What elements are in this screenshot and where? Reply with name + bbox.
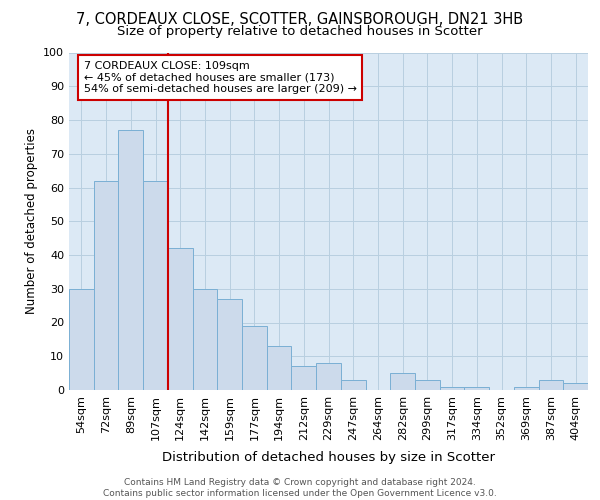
Bar (143, 180, 168, 390)
Bar (341, 380, 365, 390)
Bar (118, 130, 143, 390)
Bar (440, 386, 464, 390)
X-axis label: Distribution of detached houses by size in Scotter: Distribution of detached houses by size … (162, 451, 495, 464)
Bar (217, 299, 242, 390)
Text: 7, CORDEAUX CLOSE, SCOTTER, GAINSBOROUGH, DN21 3HB: 7, CORDEAUX CLOSE, SCOTTER, GAINSBOROUGH… (76, 12, 524, 28)
Bar (514, 386, 539, 390)
Bar (193, 289, 217, 390)
Text: 7 CORDEAUX CLOSE: 109sqm
← 45% of detached houses are smaller (173)
54% of semi-: 7 CORDEAUX CLOSE: 109sqm ← 45% of detach… (84, 61, 357, 94)
Bar (168, 248, 193, 390)
Bar (292, 366, 316, 390)
Bar (563, 383, 588, 390)
Bar (390, 373, 415, 390)
Text: Contains HM Land Registry data © Crown copyright and database right 2024.
Contai: Contains HM Land Registry data © Crown c… (103, 478, 497, 498)
Bar (415, 380, 440, 390)
Text: Size of property relative to detached houses in Scotter: Size of property relative to detached ho… (117, 25, 483, 38)
Bar (539, 380, 563, 390)
Y-axis label: Number of detached properties: Number of detached properties (25, 128, 38, 314)
Bar (242, 326, 267, 390)
Bar (267, 346, 292, 390)
Bar (94, 180, 118, 390)
Bar (464, 386, 489, 390)
Bar (316, 363, 341, 390)
Bar (69, 289, 94, 390)
